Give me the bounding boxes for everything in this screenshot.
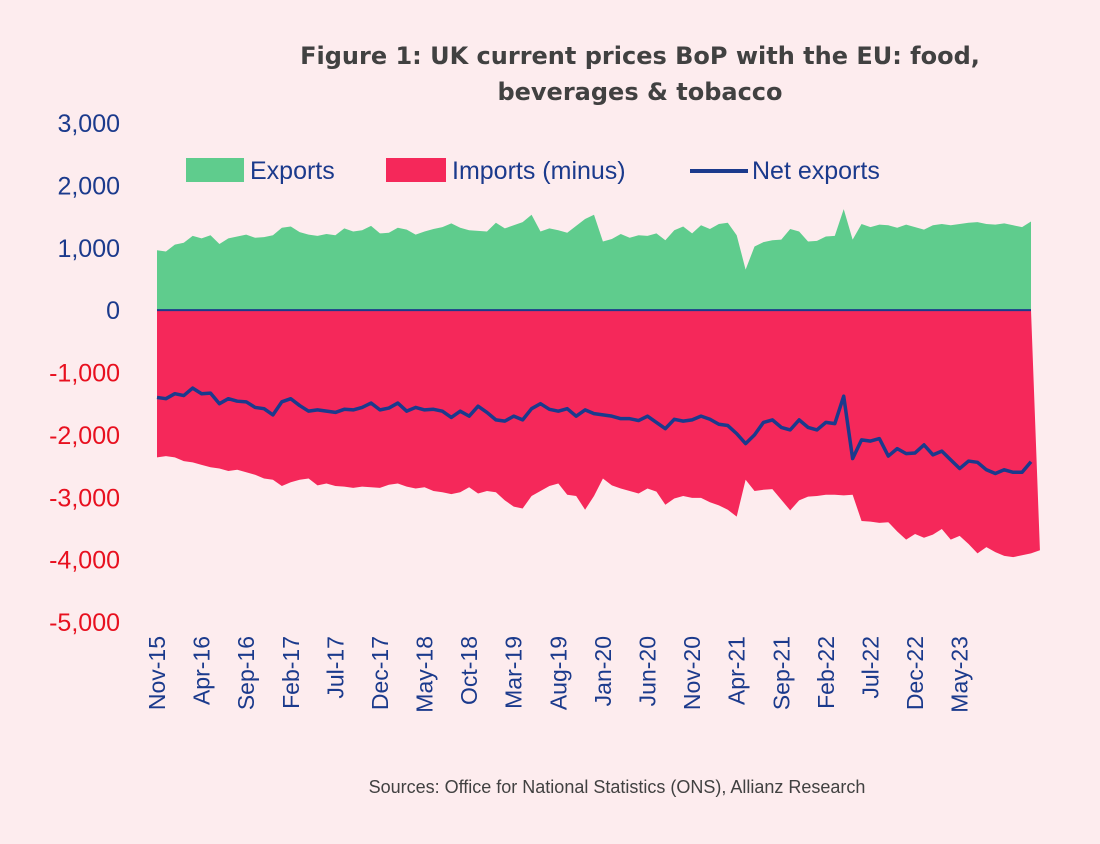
- chart-title-line-1: Figure 1: UK current prices BoP with the…: [300, 42, 980, 70]
- y-tick-label: -1,000: [49, 360, 120, 388]
- legend-exports-label: Exports: [250, 157, 335, 185]
- y-tick-label: 2,000: [57, 172, 120, 200]
- x-tick-label: Apr-21: [724, 636, 750, 705]
- x-tick-label: Oct-18: [456, 636, 482, 705]
- x-tick-label: Apr-16: [189, 636, 215, 705]
- x-tick-label: May-18: [412, 636, 438, 713]
- legend: Exports Imports (minus) Net exports: [186, 157, 880, 185]
- x-tick-label: Jun-20: [635, 636, 661, 706]
- x-tick-label: Mar-19: [501, 636, 527, 709]
- legend-imports-swatch: [386, 158, 446, 182]
- x-tick-label: Jul-22: [858, 636, 884, 699]
- x-tick-label: Feb-17: [278, 636, 304, 709]
- x-axis-ticks: Nov-15 Apr-16 Sep-16 Feb-17 Jul-17 Dec-17 May-…: [144, 636, 973, 713]
- legend-exports-swatch: [186, 158, 244, 182]
- plot-net-line: [156, 386, 1033, 476]
- legend-net-label: Net exports: [752, 157, 880, 185]
- x-tick-label: Nov-20: [679, 636, 705, 710]
- legend-imports-label: Imports (minus): [452, 157, 626, 185]
- exports-area: [157, 209, 1031, 311]
- y-tick-label: -4,000: [49, 547, 120, 575]
- x-tick-label: Jan-20: [590, 636, 616, 706]
- x-tick-label: Feb-22: [813, 636, 839, 709]
- x-tick-label: Sep-21: [768, 636, 794, 710]
- plot-areas: [157, 209, 1040, 558]
- imports-area: [157, 310, 1040, 558]
- x-tick-label: Dec-22: [902, 636, 928, 710]
- y-tick-label: 3,000: [57, 110, 120, 138]
- net-exports-line: [156, 386, 1033, 476]
- y-tick-label: -5,000: [49, 609, 120, 637]
- y-tick-label: -3,000: [49, 484, 120, 512]
- y-tick-label: 1,000: [57, 235, 120, 263]
- x-tick-label: Sep-16: [233, 636, 259, 710]
- x-tick-label: May-23: [947, 636, 973, 713]
- y-tick-label: -2,000: [49, 422, 120, 450]
- x-tick-label: Jul-17: [322, 636, 348, 699]
- y-tick-label: 0: [106, 297, 120, 325]
- source-note: Sources: Office for National Statistics …: [369, 777, 866, 797]
- x-tick-label: Dec-17: [367, 636, 393, 710]
- chart-title-line-2: beverages & tobacco: [497, 78, 782, 106]
- x-tick-label: Nov-15: [144, 636, 170, 710]
- x-tick-label: Aug-19: [545, 636, 571, 710]
- y-axis-ticks: 3,000 2,000 1,000 0 -1,000 -2,000 -3,000 -4,000…: [49, 110, 120, 637]
